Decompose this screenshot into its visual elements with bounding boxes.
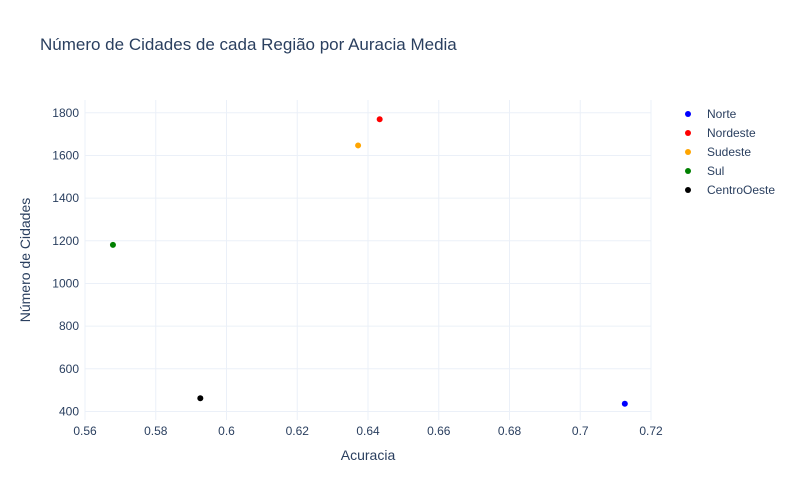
legend-marker: [685, 187, 691, 193]
legend: Norte Nordeste Sudeste Sul CentroOeste: [685, 107, 775, 197]
data-points: [109, 116, 628, 407]
x-tick-label: 0.7: [572, 424, 589, 438]
y-tick-label: 1400: [52, 191, 79, 205]
legend-label[interactable]: Sudeste: [707, 145, 751, 159]
x-axis-title: Acuracia: [341, 447, 396, 463]
y-tick-label: 1200: [52, 234, 79, 248]
legend-marker: [685, 111, 691, 117]
x-tick-label: 0.62: [286, 424, 310, 438]
x-tick-label: 0.68: [498, 424, 522, 438]
x-tick-label: 0.58: [144, 424, 168, 438]
data-point-nordeste[interactable]: [376, 116, 383, 123]
x-tick-label: 0.64: [356, 424, 380, 438]
y-tick-label: 1600: [52, 148, 79, 162]
data-point-centrooeste[interactable]: [197, 395, 204, 402]
x-tick-label: 0.6: [218, 424, 235, 438]
legend-label[interactable]: Norte: [707, 107, 737, 121]
x-tick-label: 0.66: [427, 424, 451, 438]
legend-marker: [685, 168, 691, 174]
data-point-sudeste[interactable]: [355, 142, 362, 149]
ticks: 0.56 0.58 0.6 0.62 0.64 0.66 0.68 0.7 0.72 400 600…: [52, 106, 663, 438]
y-tick-label: 1000: [52, 276, 79, 290]
y-tick-label: 800: [59, 319, 79, 333]
x-tick-label: 0.72: [639, 424, 663, 438]
y-tick-label: 600: [59, 362, 79, 376]
legend-marker: [685, 130, 691, 136]
legend-label[interactable]: Sul: [707, 164, 724, 178]
data-point-sul[interactable]: [109, 241, 116, 248]
legend-label[interactable]: CentroOeste: [707, 183, 775, 197]
grid: [84, 100, 652, 420]
y-axis-title: Número de Cidades: [17, 198, 33, 323]
data-point-norte[interactable]: [621, 400, 628, 407]
y-tick-label: 400: [59, 404, 79, 418]
x-tick-label: 0.56: [73, 424, 97, 438]
legend-label[interactable]: Nordeste: [707, 126, 756, 140]
chart-title: Número de Cidades de cada Região por Aur…: [40, 35, 457, 54]
y-tick-label: 1800: [52, 106, 79, 120]
legend-marker: [685, 149, 691, 155]
